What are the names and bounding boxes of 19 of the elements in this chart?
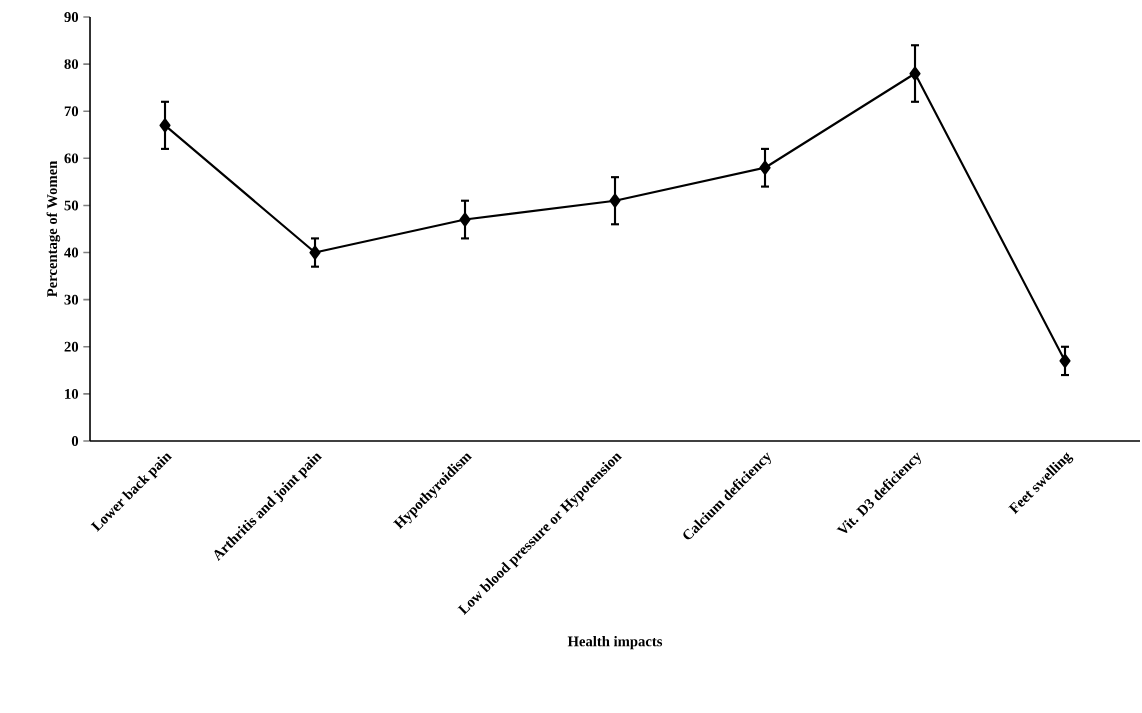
point [459,212,471,227]
point [609,193,621,208]
y-tick-label: 10 [65,388,79,399]
y-tick-label: 90 [64,12,79,22]
y-tick-label: 20 [64,341,79,352]
y-tick-label: 40 [64,247,79,258]
y-axis-title: Percentage of Women [46,160,61,298]
y-tick-label: 60 [64,153,79,164]
y-tick-label: 70 [64,106,79,117]
point [759,160,771,175]
point [159,118,171,133]
point [1059,353,1071,368]
point [309,245,321,260]
x-axis-title: Health impacts [567,636,663,650]
y-tick-label: 30 [64,294,79,305]
y-tick-label: 50 [64,200,79,211]
y-tick-label: 80 [64,59,79,70]
y-tick-label: 0 [71,436,79,446]
point [909,66,921,81]
